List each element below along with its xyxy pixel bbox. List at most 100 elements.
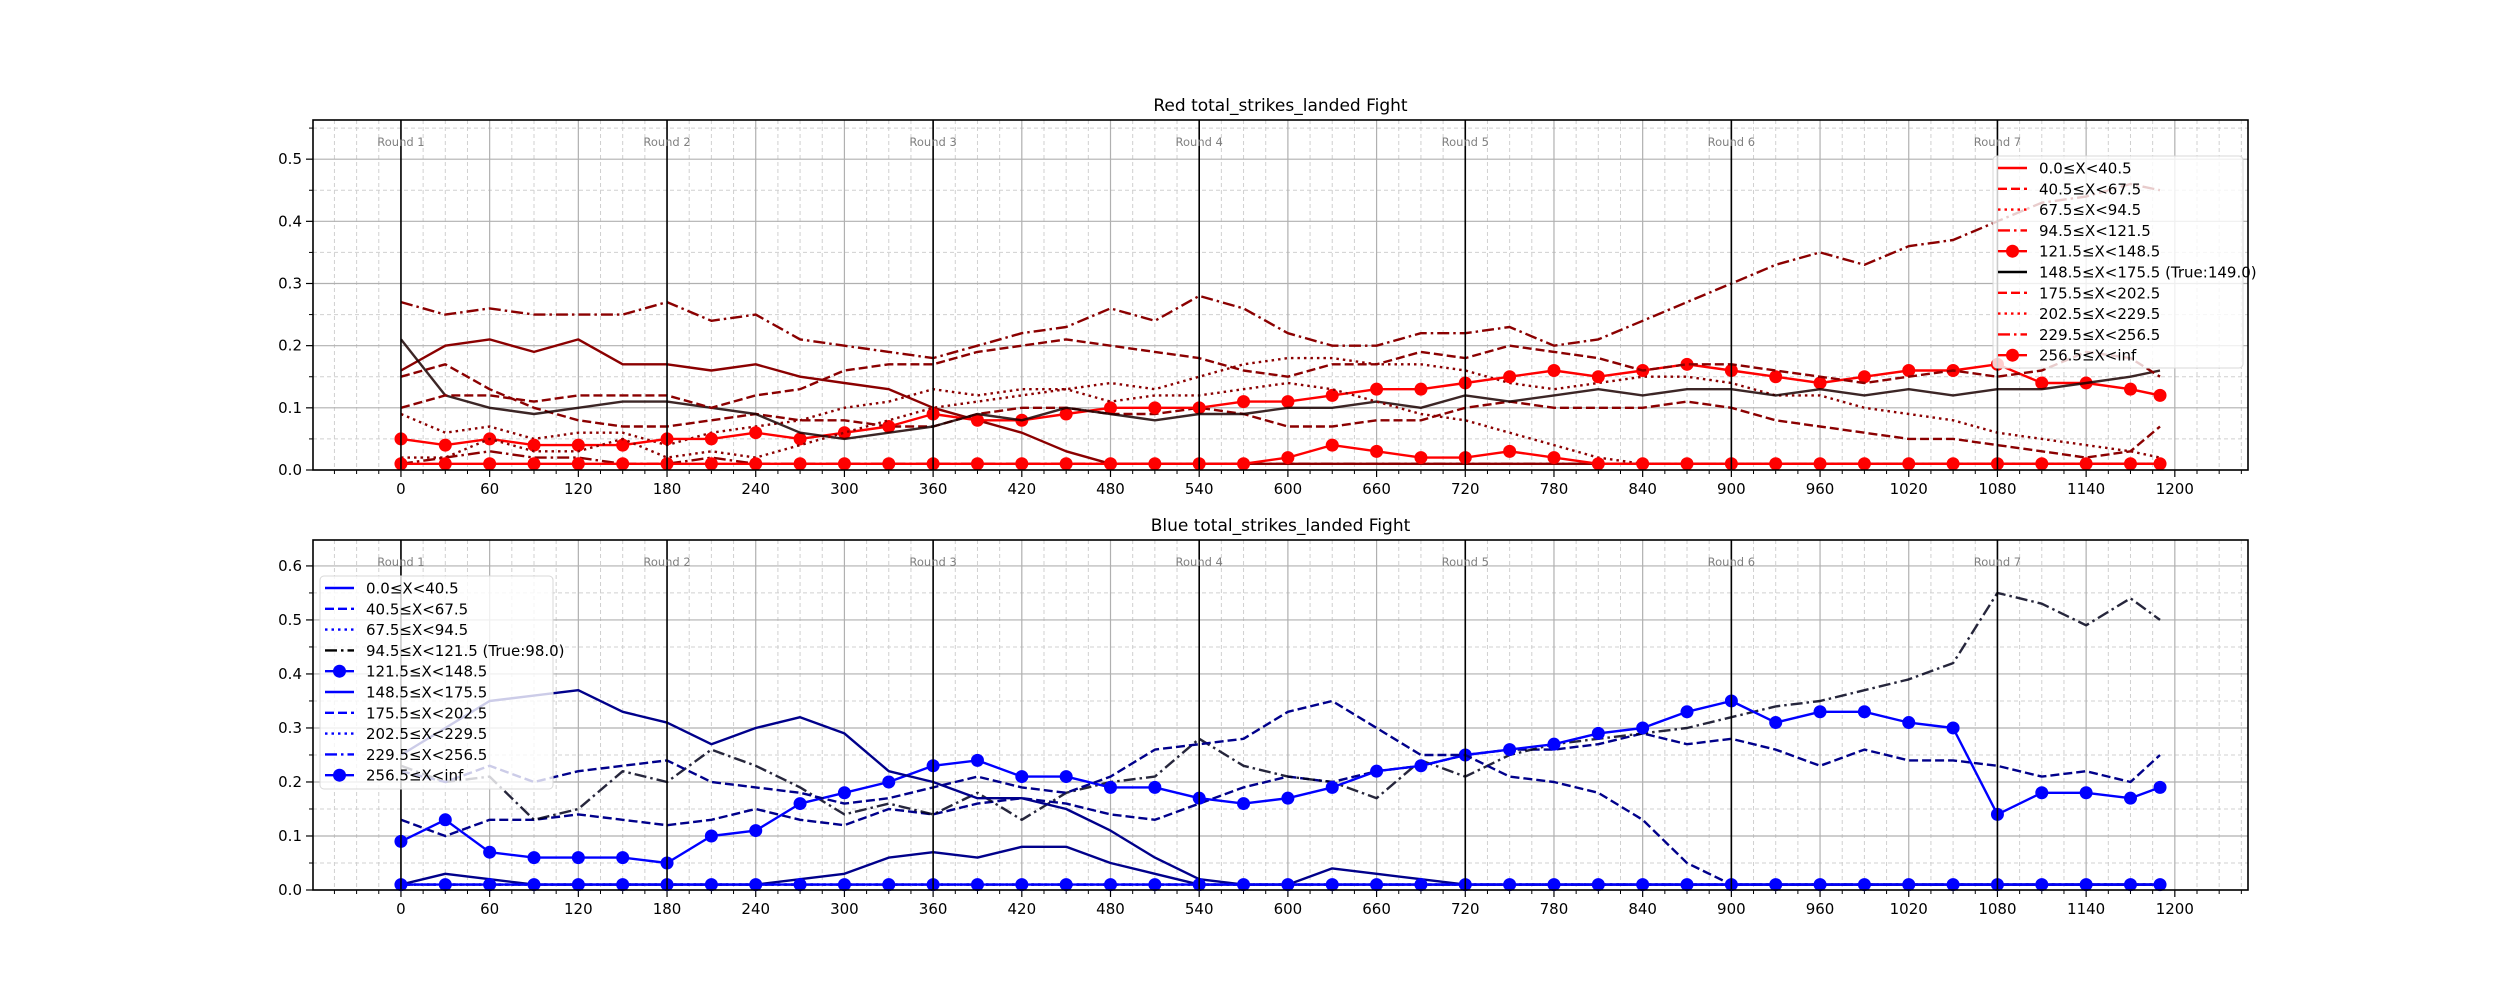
series-4-point: [1414, 382, 1428, 396]
x-tick-label: 960: [1806, 900, 1835, 918]
series-4-point: [749, 824, 763, 838]
red-axes-frame: [312, 119, 2249, 471]
series-4-point: [1325, 388, 1339, 402]
x-tick-label: 120: [564, 480, 593, 498]
series-9-point: [616, 878, 630, 892]
round-label: Round 5: [1442, 555, 1489, 569]
round-label: Round 1: [377, 555, 424, 569]
legend-label: 256.5≤X<inf: [366, 767, 464, 785]
series-9-point: [1015, 457, 1029, 471]
legend-label: 229.5≤X<256.5: [366, 746, 487, 764]
series-4-point: [1680, 705, 1694, 719]
series-9-point: [1902, 457, 1916, 471]
legend-item: 67.5≤X<94.5: [325, 621, 468, 639]
series-4-point: [837, 426, 851, 440]
series-4-point: [1813, 705, 1827, 719]
legend-label: 148.5≤X<175.5 (True:149.0): [2039, 264, 2257, 282]
legend-item: 0.0≤X<40.5: [1998, 160, 2132, 178]
series-9-point: [1503, 444, 1517, 458]
series-9-point: [1591, 457, 1605, 471]
legend-marker: [333, 664, 346, 678]
series-4-point: [1325, 780, 1339, 794]
round-label: Round 3: [909, 555, 956, 569]
legend-label: 175.5≤X<202.5: [366, 704, 487, 722]
round-label: Round 4: [1176, 555, 1223, 569]
series-4-point: [1059, 407, 1073, 421]
x-tick-label: 600: [1274, 480, 1303, 498]
series-line-3: [400, 591, 2161, 821]
series-4-point: [882, 419, 896, 433]
legend-label: 0.0≤X<40.5: [2039, 160, 2132, 178]
legend-item: 148.5≤X<175.5: [325, 684, 487, 702]
series-9-point: [1281, 878, 1295, 892]
x-tick-label: 780: [1540, 480, 1569, 498]
series-9-point: [970, 457, 984, 471]
series-9-point: [1857, 457, 1871, 471]
series-9-point: [1813, 457, 1827, 471]
series-9-point: [1325, 878, 1339, 892]
series-4-point: [1902, 364, 1916, 378]
x-tick-label: 360: [919, 900, 948, 918]
x-tick-label: 1140: [2067, 900, 2105, 918]
x-tick-label: 480: [1096, 900, 1125, 918]
series-4-point: [2035, 376, 2049, 390]
x-tick-label: 720: [1451, 480, 1480, 498]
series-4-point: [1148, 780, 1162, 794]
legend-item: 121.5≤X<148.5: [325, 663, 487, 681]
legend-label: 148.5≤X<175.5: [366, 684, 487, 702]
series-4-point: [1636, 721, 1650, 735]
blue-chart: Blue total_strikes_landed Fight 0 60 120 180…: [278, 516, 2249, 918]
round-label: Round 7: [1974, 135, 2021, 149]
x-tick-label: 960: [1806, 480, 1835, 498]
x-tick-label: 840: [1628, 480, 1657, 498]
y-tick-label: 0.0: [278, 881, 302, 899]
series-4-point: [1370, 764, 1384, 778]
series-4-point: [1503, 370, 1517, 384]
legend-marker: [2006, 244, 2019, 258]
series-4-point: [616, 851, 630, 865]
series-line-7: [401, 381, 2160, 465]
x-tick-label: 240: [741, 900, 770, 918]
legend-label: 94.5≤X<121.5: [2039, 222, 2151, 240]
series-9-point: [1902, 878, 1916, 892]
round-label: Round 6: [1708, 135, 1755, 149]
series-4-point: [1237, 395, 1251, 409]
legend-label: 175.5≤X<202.5: [2039, 284, 2160, 302]
series-9-point: [1059, 457, 1073, 471]
round-label: Round 1: [377, 135, 424, 149]
series-4-point: [1281, 791, 1295, 805]
series-4-point: [1104, 401, 1118, 415]
x-tick-label: 900: [1717, 900, 1746, 918]
series-9-point: [749, 878, 763, 892]
series-9-point: [1591, 878, 1605, 892]
series-9-point: [1547, 451, 1561, 465]
legend-item: 202.5≤X<229.5: [1998, 305, 2160, 323]
series-4-point: [1237, 797, 1251, 811]
red-chart: Red total_strikes_landed Fight 0 60 120 180 2…: [278, 96, 2256, 498]
series-4-point: [571, 851, 585, 865]
series-4-point: [970, 413, 984, 427]
legend-item: 229.5≤X<256.5: [325, 746, 487, 764]
legend-label: 94.5≤X<121.5 (True:98.0): [366, 642, 565, 660]
series-4-point: [483, 845, 497, 859]
legend-label: 40.5≤X<67.5: [2039, 180, 2141, 198]
series-9-point: [2035, 457, 2049, 471]
legend-item: 256.5≤X<inf: [325, 767, 464, 785]
blue-legend: 0.0≤X<40.5 40.5≤X<67.5 67.5≤X<94.5 94.5≤X<1…: [319, 575, 565, 790]
series-4-point: [2123, 791, 2137, 805]
legend-label: 202.5≤X<229.5: [2039, 305, 2160, 323]
legend-box: [1992, 155, 2244, 369]
series-9-point: [2153, 878, 2167, 892]
series-9-point: [1370, 878, 1384, 892]
series-9-point: [2079, 878, 2093, 892]
series-9-point: [571, 457, 585, 471]
series-9-point: [1015, 878, 1029, 892]
red-legend: 0.0≤X<40.5 40.5≤X<67.5 67.5≤X<94.5 94.5≤X<1…: [1992, 155, 2257, 369]
series-9-point: [483, 457, 497, 471]
series-4-point: [1547, 737, 1561, 751]
series-line-6: [400, 338, 2161, 409]
x-tick-label: 480: [1096, 480, 1125, 498]
series-4-point: [2153, 780, 2167, 794]
series-4-point: [1680, 357, 1694, 371]
